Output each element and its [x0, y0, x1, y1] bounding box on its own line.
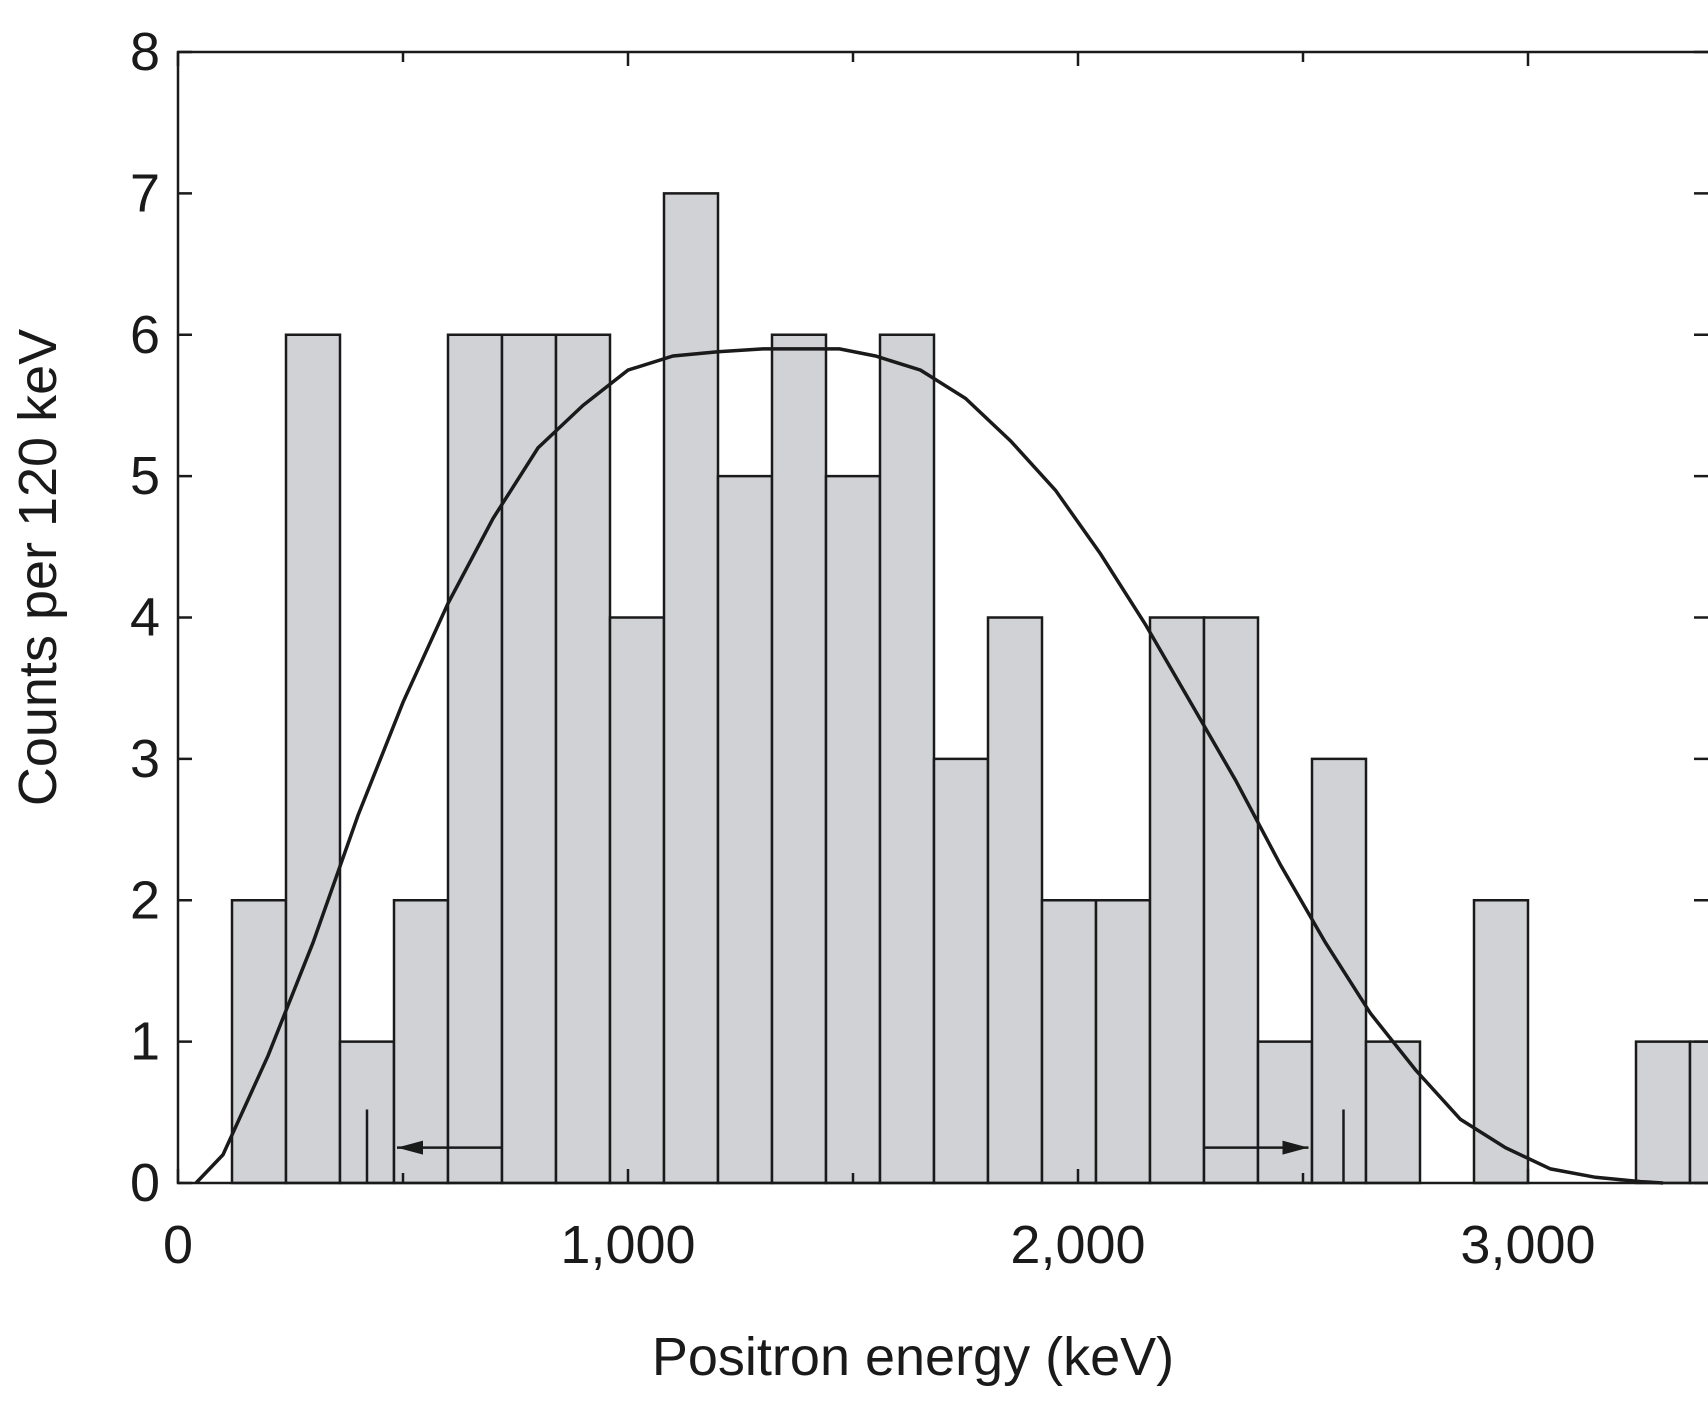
- histogram-bar: [1202, 616, 1260, 1185]
- histogram-bar: [1256, 1040, 1314, 1185]
- y-tick-label: 7: [130, 163, 160, 223]
- histogram-bar: [1094, 899, 1152, 1185]
- y-tick-label: 4: [130, 588, 160, 648]
- arrow-left-icon: [397, 1140, 423, 1155]
- tick-labels: 0 1 2 3 4 5 6 7 8 0 1,000 2,000 3,000: [130, 22, 1596, 1275]
- histogram-bar: [500, 333, 558, 1185]
- histogram-bar: [554, 333, 612, 1185]
- y-tick-label: 3: [130, 729, 160, 789]
- histogram-bar: [446, 333, 504, 1185]
- histogram-bar: [824, 474, 882, 1185]
- y-tick-label: 8: [130, 22, 160, 82]
- x-tick-label: 3,000: [1460, 1215, 1595, 1275]
- y-tick-label: 5: [130, 446, 160, 506]
- x-tick-label: 1,000: [560, 1215, 695, 1275]
- x-tick-label: 0: [163, 1215, 193, 1275]
- y-tick-label: 1: [130, 1012, 160, 1072]
- histogram-bar: [662, 192, 720, 1185]
- y-tick-label: 2: [130, 870, 160, 930]
- histogram-bar: [932, 757, 990, 1185]
- histogram-bar: [1040, 899, 1098, 1185]
- arrow-right-icon: [1282, 1140, 1309, 1155]
- y-tick-label: 0: [130, 1153, 160, 1213]
- histogram-bars: [230, 192, 1708, 1185]
- histogram-bar: [1472, 899, 1530, 1185]
- histogram-bar: [770, 333, 828, 1185]
- fit-curve: [194, 347, 1664, 1185]
- histogram-bar: [1310, 757, 1368, 1185]
- histogram-bar: [392, 899, 450, 1185]
- y-axis-title: Counts per 120 keV: [8, 329, 68, 806]
- range-markers: [365, 1109, 1345, 1183]
- x-axis-title: Positron energy (keV): [652, 1327, 1174, 1387]
- histogram-bar: [284, 333, 342, 1185]
- axis-ticks: [176, 50, 1708, 1185]
- y-tick-label: 6: [130, 305, 160, 365]
- histogram-bar: [716, 474, 774, 1185]
- histogram-bar: [1634, 1040, 1692, 1185]
- x-tick-label: 2,000: [1010, 1215, 1145, 1275]
- histogram-bar: [986, 616, 1044, 1185]
- histogram-bar: [230, 899, 288, 1185]
- histogram-bar: [1688, 1040, 1708, 1185]
- histogram-bar: [608, 616, 666, 1185]
- histogram-bar: [878, 333, 936, 1185]
- histogram-bar: [1148, 616, 1206, 1185]
